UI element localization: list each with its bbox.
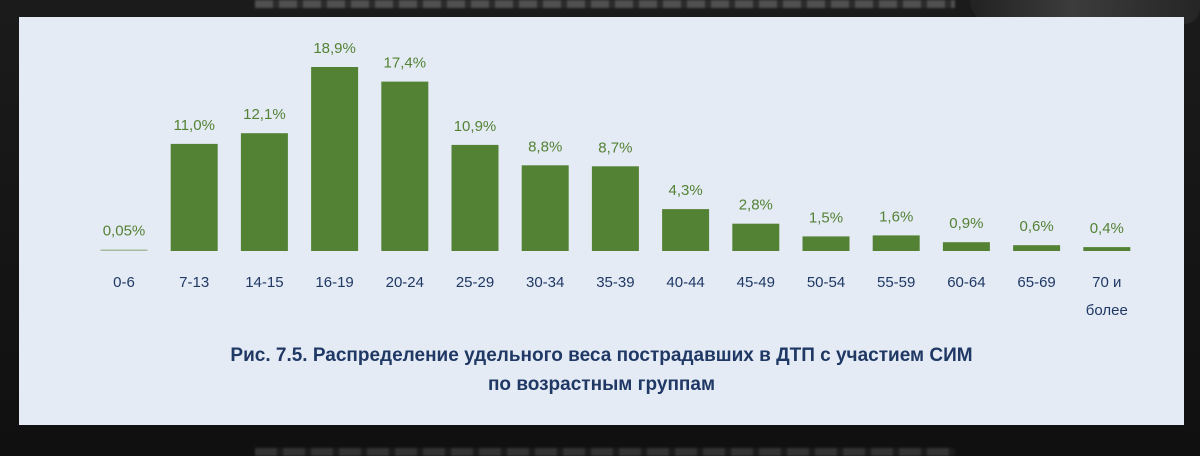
- value-label: 1,6%: [879, 208, 913, 225]
- category-label: 55-59: [877, 274, 915, 291]
- category-label: 60-64: [947, 274, 985, 291]
- bar-50-54: [802, 236, 850, 251]
- bar-14-15: [240, 133, 288, 251]
- category-label: более: [1086, 302, 1128, 319]
- bar-20-24: [381, 81, 429, 251]
- category-label: 7-13: [179, 274, 209, 291]
- value-label: 8,7%: [598, 139, 632, 156]
- value-label: 4,3%: [668, 182, 702, 199]
- category-label: 25-29: [456, 274, 494, 291]
- blurred-text-strip-bottom: [255, 448, 955, 456]
- value-label: 10,9%: [454, 118, 497, 135]
- category-label: 45-49: [737, 274, 775, 291]
- category-label: 35-39: [596, 274, 634, 291]
- category-label: 65-69: [1017, 274, 1055, 291]
- chart-caption-line-1: Рис. 7.5. Распределение удельного веса п…: [230, 345, 973, 366]
- category-label: 14-15: [245, 274, 283, 291]
- value-label: 0,05%: [103, 223, 146, 240]
- value-label: 0,4%: [1090, 220, 1124, 237]
- category-label: 20-24: [386, 274, 424, 291]
- value-label: 0,6%: [1019, 218, 1053, 235]
- bar-70-и-более: [1083, 247, 1131, 251]
- category-label: 16-19: [315, 274, 353, 291]
- bar-7-13: [170, 143, 218, 251]
- bar-16-19: [311, 67, 359, 251]
- bar-45-49: [732, 223, 780, 251]
- value-label: 12,1%: [243, 106, 286, 123]
- category-label: 0-6: [113, 274, 135, 291]
- value-label: 11,0%: [173, 117, 214, 134]
- bar-0-6: [100, 249, 148, 251]
- value-labels-group: 0,05% 11,0% 12,1% 18,9% 17,4% 10,9% 8,8% 8,7% 4,…: [103, 40, 1124, 240]
- bar-55-59: [872, 235, 920, 251]
- bar-60-64: [942, 242, 990, 251]
- chart-panel: 0,05% 11,0% 12,1% 18,9% 17,4% 10,9% 8,8% 8,7% 4,…: [19, 17, 1184, 425]
- category-label: 30-34: [526, 274, 564, 291]
- category-label: 50-54: [807, 274, 845, 291]
- value-label: 17,4%: [384, 55, 427, 72]
- category-label: 40-44: [666, 274, 704, 291]
- bar-40-44: [662, 209, 710, 251]
- chart-caption: Рис. 7.5. Распределение удельного веса п…: [19, 341, 1184, 399]
- chart-caption-line-2: по возрастным группам: [487, 374, 716, 395]
- category-labels-group: 0-6 7-13 14-15 16-19 20-24 25-29 30-34 35-39 40-…: [113, 274, 1128, 319]
- value-label: 18,9%: [313, 40, 356, 57]
- bar-chart: 0,05% 11,0% 12,1% 18,9% 17,4% 10,9% 8,8% 8,7% 4,…: [100, 40, 1131, 319]
- bar-35-39: [591, 166, 639, 251]
- category-label: 70 и: [1092, 274, 1121, 291]
- bars-group: [100, 67, 1131, 251]
- value-label: 1,5%: [809, 209, 843, 226]
- bar-25-29: [451, 144, 499, 251]
- value-label: 8,8%: [528, 138, 562, 155]
- value-label: 2,8%: [739, 197, 773, 214]
- value-label: 0,9%: [949, 215, 983, 232]
- blurred-text-strip-top: [255, 0, 955, 8]
- bar-65-69: [1013, 245, 1061, 251]
- bar-30-34: [521, 165, 569, 251]
